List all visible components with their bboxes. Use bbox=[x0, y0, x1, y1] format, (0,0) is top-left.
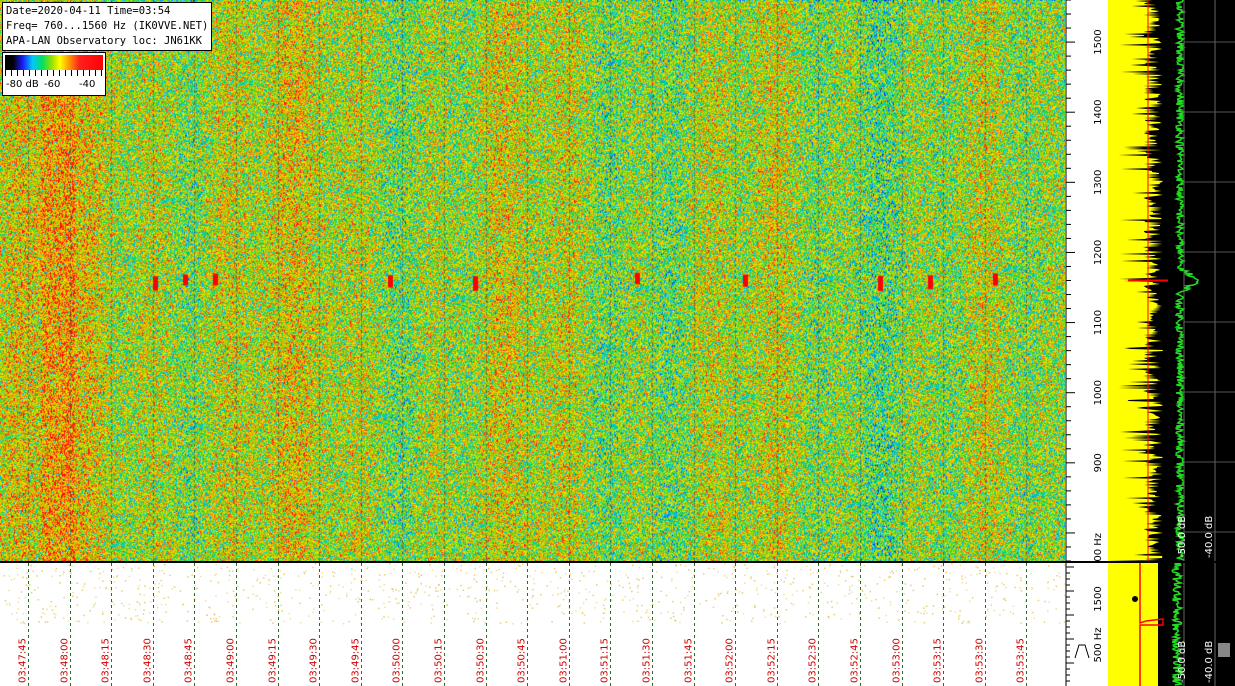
waterfall-spectrogram bbox=[0, 0, 1065, 561]
lower-frequency-axis: 1500 500 Hz bbox=[1065, 563, 1108, 686]
legend-label-min: -80 dB bbox=[6, 79, 39, 90]
time-tick-label: 03:51:45 bbox=[684, 638, 695, 683]
freq-tick-label: 1300 bbox=[1093, 170, 1104, 195]
freq-tick-label: 1200 bbox=[1093, 240, 1104, 265]
freq-tick-label: 1100 bbox=[1093, 310, 1104, 335]
legend-label-max: -40 bbox=[79, 79, 96, 90]
time-tick-label: 03:47:45 bbox=[18, 638, 29, 683]
color-scale-ticks bbox=[5, 70, 103, 76]
freq-tick-label: 800 Hz bbox=[1093, 533, 1104, 561]
color-scale-legend: -80 dB -60 -40 bbox=[2, 52, 106, 96]
time-tick-label: 03:48:45 bbox=[184, 638, 195, 683]
spectrum-green-trace bbox=[1173, 0, 1199, 561]
time-strip: 03:47:45 03:48:00 03:48:15 03:48:30 03:48:45… bbox=[0, 563, 1065, 686]
spectrum-db-label: -40.0 dB bbox=[1204, 516, 1215, 558]
time-tick-label: 03:48:30 bbox=[143, 638, 154, 683]
time-tick-label: 03:53:45 bbox=[1016, 638, 1027, 683]
date-time-line: Date=2020-04-11 Time=03:54 bbox=[6, 5, 171, 17]
lower-db-label: -50.0 dB bbox=[1177, 641, 1188, 683]
lower-freq-tick-label: 1500 bbox=[1093, 586, 1104, 611]
lower-spectrum-panel: -50.0 dB -40.0 dB bbox=[1108, 563, 1235, 686]
time-tick-label: 03:51:15 bbox=[600, 638, 611, 683]
time-tick-label: 03:50:30 bbox=[476, 638, 487, 683]
marker-dot bbox=[1132, 596, 1138, 602]
time-tick-label: 03:49:00 bbox=[226, 638, 237, 683]
freq-tick-label: 1400 bbox=[1093, 99, 1104, 124]
time-tick-label: 03:53:15 bbox=[933, 638, 944, 683]
spectrum-db-label: -50.0 dB bbox=[1177, 516, 1188, 558]
time-tick-label: 03:49:45 bbox=[351, 638, 362, 683]
time-tick-label: 03:49:15 bbox=[268, 638, 279, 683]
lower-db-label: -40.0 dB bbox=[1204, 641, 1215, 683]
time-tick-label: 03:52:30 bbox=[808, 638, 819, 683]
time-tick-label: 03:52:15 bbox=[767, 638, 778, 683]
time-tick-label: 03:51:30 bbox=[642, 638, 653, 683]
lower-freq-tick-label: 500 Hz bbox=[1093, 627, 1104, 662]
spectrum-panel: -50.0 dB -40.0 dB bbox=[1108, 0, 1235, 561]
time-tick-label: 03:52:00 bbox=[725, 638, 736, 683]
time-tick-label: 03:48:00 bbox=[60, 638, 71, 683]
time-tick-label: 03:53:00 bbox=[892, 638, 903, 683]
legend-label-mid: -60 bbox=[44, 79, 61, 90]
time-tick-label: 03:49:30 bbox=[309, 638, 320, 683]
freq-tick-label: 1000 bbox=[1093, 380, 1104, 405]
time-tick-label: 03:50:45 bbox=[517, 638, 528, 683]
time-tick-label: 03:51:00 bbox=[559, 638, 570, 683]
time-tick-label: 03:50:15 bbox=[434, 638, 445, 683]
freq-tick-label: 900 bbox=[1093, 453, 1104, 472]
freq-range-line: Freq= 760...1560 Hz (IK0VVE.NET) bbox=[6, 20, 209, 32]
time-tick-label: 03:52:45 bbox=[850, 638, 861, 683]
time-tick-label: 03:53:30 bbox=[975, 638, 986, 683]
time-tick-label: 03:50:00 bbox=[392, 638, 403, 683]
time-tick-label: 03:48:15 bbox=[101, 638, 112, 683]
filter-shape-icon bbox=[1074, 644, 1090, 659]
observatory-line: APA-LAN Observatory loc: JN61KK bbox=[6, 35, 202, 47]
color-scale-bar bbox=[5, 55, 103, 70]
panel-divider bbox=[0, 561, 1235, 563]
info-box: Date=2020-04-11 Time=03:54 Freq= 760...15… bbox=[2, 2, 213, 51]
frequency-axis: 1500 1400 1300 1200 1100 1000 900 800 Hz bbox=[1065, 0, 1108, 561]
freq-tick-label: 1500 bbox=[1093, 29, 1104, 54]
